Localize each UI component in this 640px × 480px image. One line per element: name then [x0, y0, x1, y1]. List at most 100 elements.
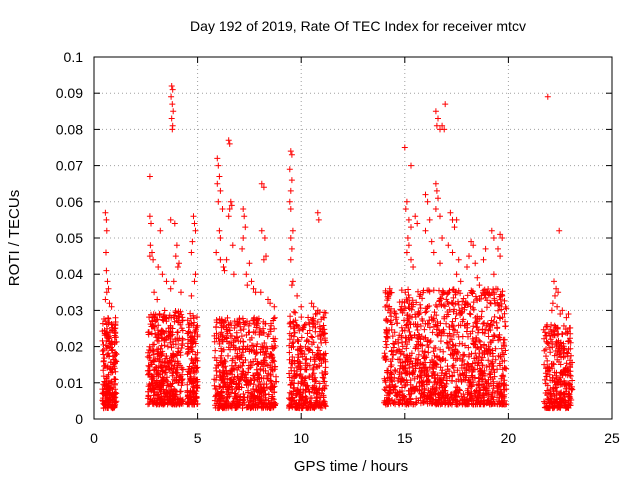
data-point — [286, 374, 293, 381]
data-point — [425, 372, 432, 379]
data-point — [390, 352, 397, 358]
data-point — [495, 352, 502, 359]
data-point — [169, 362, 175, 368]
data-point — [479, 326, 486, 333]
data-point — [398, 324, 405, 331]
data-point — [541, 404, 548, 411]
data-point — [216, 173, 223, 180]
data-point — [488, 317, 495, 324]
data-point — [381, 355, 388, 361]
data-point — [308, 316, 315, 323]
data-point — [454, 401, 461, 408]
data-point — [255, 403, 262, 410]
data-point — [399, 343, 406, 350]
data-point — [432, 206, 439, 212]
data-point — [395, 375, 402, 382]
data-point — [498, 372, 505, 379]
data-point — [316, 380, 323, 387]
data-point — [249, 402, 256, 409]
data-point — [444, 377, 450, 384]
data-point — [412, 345, 419, 352]
data-points — [99, 83, 576, 412]
data-point — [169, 354, 175, 361]
data-point — [164, 393, 171, 400]
data-point — [454, 329, 461, 336]
data-point — [454, 355, 461, 362]
data-point — [314, 307, 321, 314]
data-point — [187, 368, 194, 374]
data-point — [479, 362, 486, 369]
data-point — [421, 371, 428, 378]
data-point — [294, 372, 301, 378]
data-point — [433, 122, 440, 129]
data-point — [233, 394, 240, 401]
data-point — [418, 374, 425, 381]
data-point — [450, 364, 457, 371]
data-point — [103, 388, 110, 394]
data-point — [416, 293, 423, 300]
data-point — [158, 352, 165, 359]
data-point — [245, 369, 252, 376]
data-point — [263, 381, 270, 388]
data-point — [169, 126, 176, 133]
data-point — [449, 372, 456, 379]
data-point — [472, 401, 479, 408]
data-point — [192, 271, 199, 278]
data-point — [501, 397, 508, 404]
data-point — [438, 332, 445, 339]
data-point — [151, 366, 158, 373]
data-point — [220, 322, 227, 329]
data-point — [483, 322, 490, 329]
data-point — [441, 126, 448, 133]
data-point — [556, 227, 563, 234]
data-point — [186, 363, 193, 370]
data-point — [192, 227, 199, 234]
data-point — [191, 220, 198, 227]
data-point — [385, 396, 392, 403]
data-point — [170, 353, 177, 359]
data-point — [287, 235, 294, 241]
data-point — [495, 337, 502, 344]
data-point — [104, 278, 111, 285]
data-point — [390, 386, 397, 393]
data-point — [392, 383, 399, 390]
data-point — [159, 368, 166, 375]
data-point — [111, 399, 118, 406]
data-point — [231, 318, 238, 325]
data-point — [491, 291, 498, 298]
data-point — [292, 392, 299, 399]
data-point — [542, 329, 548, 336]
data-point — [184, 330, 191, 337]
data-point — [219, 337, 226, 344]
data-point — [564, 353, 571, 360]
data-point — [438, 379, 445, 386]
data-point — [301, 322, 308, 329]
data-point — [438, 301, 444, 308]
data-point — [161, 307, 168, 314]
data-point — [239, 345, 246, 352]
data-point — [260, 363, 267, 370]
data-point — [229, 242, 236, 249]
data-point — [99, 337, 106, 344]
data-point — [408, 256, 414, 263]
data-point — [449, 318, 456, 325]
data-point — [469, 383, 475, 390]
data-point — [306, 346, 313, 353]
data-point — [430, 249, 437, 256]
data-point — [420, 399, 427, 406]
data-point — [112, 314, 119, 321]
data-point — [213, 249, 220, 256]
data-point — [502, 365, 509, 372]
data-point — [164, 374, 170, 381]
data-point — [422, 309, 429, 316]
data-point — [408, 385, 415, 392]
data-point — [440, 302, 447, 309]
data-point — [193, 357, 199, 364]
data-point — [186, 369, 193, 376]
data-point — [567, 339, 574, 346]
data-point — [292, 404, 299, 411]
data-point — [414, 357, 421, 364]
data-point — [497, 400, 504, 407]
data-point — [172, 253, 179, 260]
